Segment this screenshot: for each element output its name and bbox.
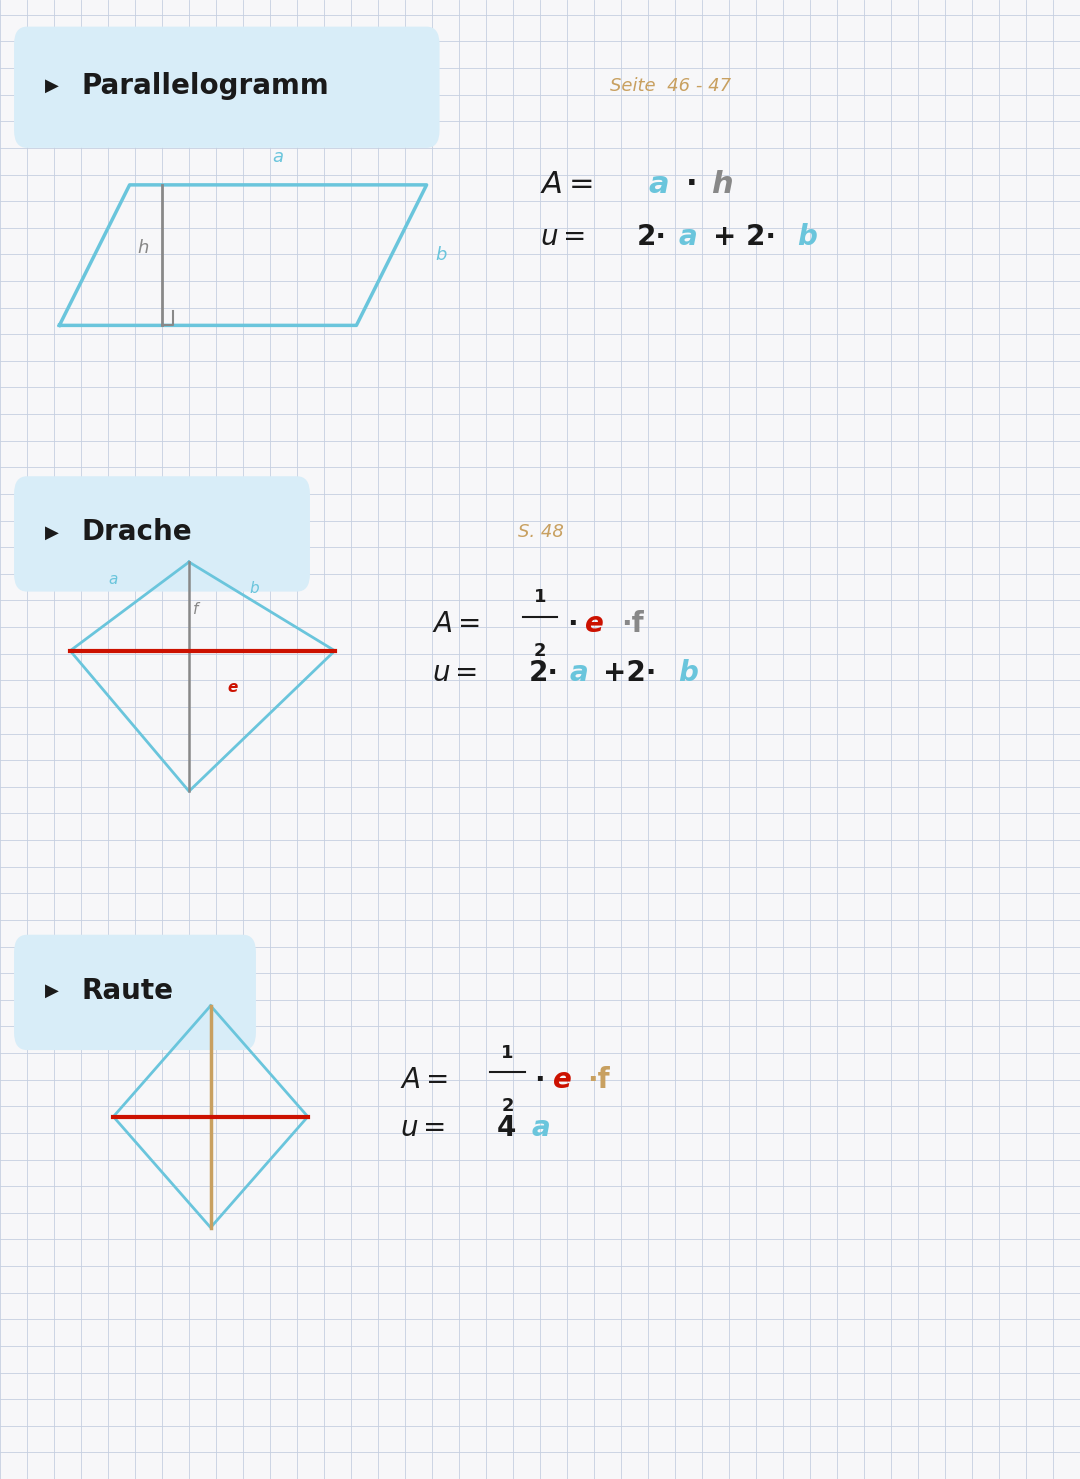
Text: $u=$: $u=$	[400, 1115, 445, 1142]
Text: 2: 2	[501, 1097, 514, 1115]
Text: b: b	[249, 581, 258, 596]
Text: ·: ·	[535, 1066, 545, 1093]
Text: 2·: 2·	[529, 660, 559, 686]
Text: b: b	[678, 660, 698, 686]
Text: a: a	[678, 223, 697, 250]
FancyBboxPatch shape	[14, 476, 310, 592]
FancyBboxPatch shape	[14, 27, 440, 148]
Text: + 2·: + 2·	[713, 223, 775, 250]
Text: Seite  46 - 47: Seite 46 - 47	[610, 77, 731, 95]
Text: ·: ·	[686, 170, 698, 200]
Text: Drache: Drache	[81, 519, 191, 546]
Text: a: a	[272, 148, 284, 166]
Text: 2: 2	[534, 642, 546, 660]
Text: 4: 4	[497, 1115, 516, 1142]
Text: $u=$: $u=$	[432, 660, 477, 686]
Text: h: h	[711, 170, 732, 200]
Text: e: e	[227, 680, 238, 695]
Text: a: a	[569, 660, 588, 686]
Text: ·: ·	[567, 611, 578, 637]
Text: a: a	[648, 170, 669, 200]
Text: 1: 1	[501, 1044, 514, 1062]
Text: e: e	[553, 1066, 571, 1093]
Text: f: f	[193, 602, 199, 617]
Text: ▶: ▶	[45, 524, 59, 541]
Text: ·f: ·f	[621, 611, 644, 637]
Text: h: h	[137, 238, 149, 257]
Text: b: b	[797, 223, 816, 250]
Text: 2·: 2·	[637, 223, 667, 250]
Text: ▶: ▶	[45, 982, 59, 1000]
Text: +2·: +2·	[603, 660, 656, 686]
Text: S. 48: S. 48	[518, 524, 564, 541]
Text: 1: 1	[534, 589, 546, 606]
Text: ▶: ▶	[45, 77, 59, 95]
Text: b: b	[435, 246, 447, 265]
Text: Parallelogramm: Parallelogramm	[81, 72, 328, 99]
Text: $A=$: $A=$	[400, 1066, 448, 1093]
Text: e: e	[585, 611, 604, 637]
Text: $A=$: $A=$	[432, 611, 481, 637]
Text: a: a	[109, 572, 118, 587]
Text: $u=$: $u=$	[540, 223, 585, 250]
Text: $A=$: $A=$	[540, 170, 593, 200]
Text: a: a	[531, 1115, 550, 1142]
Text: ·f: ·f	[588, 1066, 610, 1093]
Text: Raute: Raute	[81, 978, 173, 1004]
FancyBboxPatch shape	[14, 935, 256, 1050]
